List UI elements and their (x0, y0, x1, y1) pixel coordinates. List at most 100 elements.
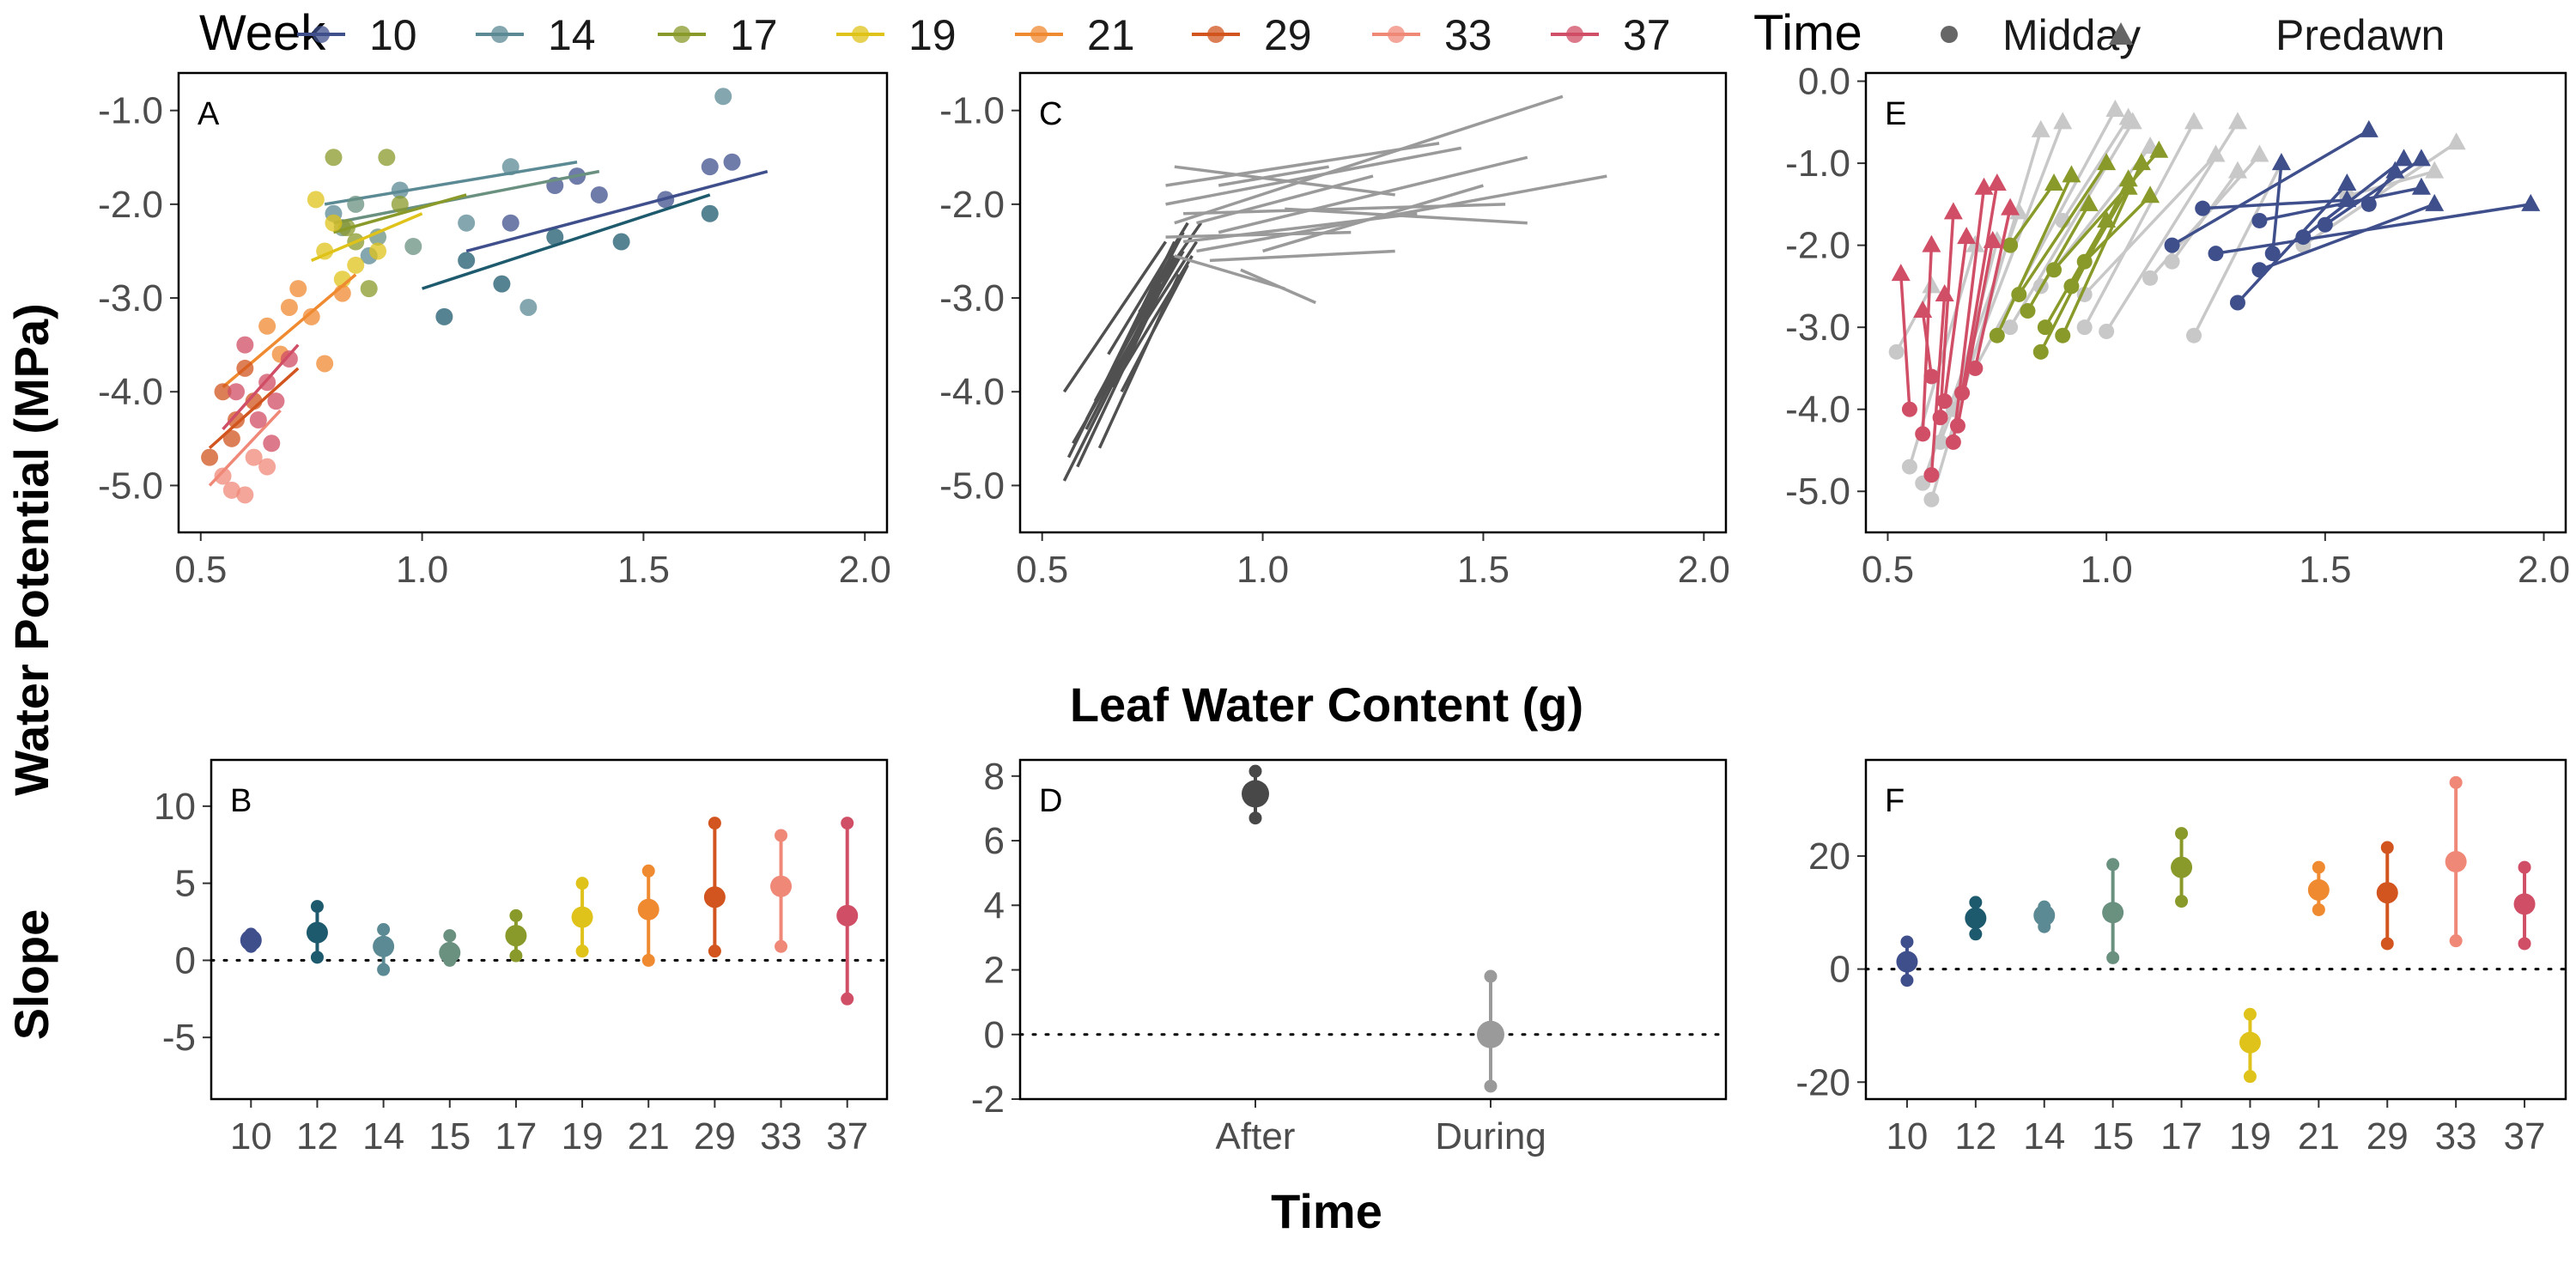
mean-point (1965, 907, 1987, 929)
point-week-19 (316, 242, 334, 260)
point-week-17 (360, 280, 378, 298)
point-week-21 (280, 298, 298, 316)
point-week-29 (201, 448, 219, 466)
x-tick-label: 1.5 (1457, 549, 1510, 591)
segment-after (1174, 254, 1285, 290)
legend: Week 10 14 17 19 21 29 33 37 Time Midday Predaw… (199, 5, 2445, 61)
y-tick-label: 0 (1830, 949, 1850, 991)
y-tick-label: 4 (984, 884, 1005, 927)
segment-week-37 (1929, 294, 1947, 476)
interval-high-point (310, 900, 324, 914)
point-week-12 (612, 233, 630, 251)
point-week-21 (302, 307, 320, 325)
interval-high-point (1969, 896, 1983, 909)
panel-A-frame (177, 71, 889, 534)
interval-low-point (575, 945, 589, 958)
legend-week-label: 19 (908, 11, 957, 59)
midday-point (1923, 491, 1940, 507)
panel-D: After During 8 6 4 2 0 -2 D (971, 756, 1728, 1157)
mean-point (1477, 1020, 1504, 1048)
mean-point (836, 904, 859, 927)
y-tick-label: -3.0 (939, 277, 1005, 319)
point-week-17 (325, 149, 343, 167)
x-tick-label: 12 (296, 1115, 338, 1157)
predawn-point (2227, 161, 2247, 179)
midday-point (2295, 229, 2312, 246)
legend-week-dot (313, 26, 330, 43)
legend-week-dot (673, 26, 690, 43)
interval-low-point (509, 949, 523, 963)
x-tick-label: 17 (495, 1115, 537, 1157)
midday-point (2002, 319, 2019, 336)
panel-letter: E (1885, 96, 1906, 132)
predawn-point (1983, 230, 2002, 248)
midday-point (1923, 467, 1940, 483)
x-tick-label: 2.0 (2518, 549, 2570, 591)
y-tick-label: -2.0 (1785, 225, 1850, 267)
x-tick-label: 21 (628, 1115, 670, 1157)
point-week-12 (546, 228, 564, 246)
point-week-19 (325, 214, 343, 232)
predawn-point (2184, 112, 2204, 130)
point-week-15 (347, 195, 365, 213)
segment-week-other-weeks (2008, 121, 2135, 329)
mean-point (2513, 893, 2536, 915)
legend-week-dot (1207, 26, 1224, 43)
legend-week-label: 10 (369, 11, 417, 59)
mean-point (240, 929, 262, 951)
predawn-point (1935, 283, 1954, 301)
panel-E: 0.5 1.0 1.5 2.0 0.0 -1.0 -2.0 -3.0 -4.0 -5.0 E (1785, 61, 2570, 591)
interval-low-point (641, 953, 655, 967)
point-week-37 (267, 392, 285, 410)
midday-point (2037, 319, 2053, 336)
interval-low-point (1900, 974, 1914, 987)
segment-week-37 (1960, 183, 1999, 393)
segment-week-37 (1938, 212, 1955, 418)
segment-week-10 (2215, 203, 2531, 255)
predawn-point (2337, 190, 2357, 208)
predawn-point (2141, 185, 2160, 204)
predawn-point (1922, 276, 1941, 294)
predawn-point (2001, 197, 2020, 216)
point-week-12 (435, 307, 453, 325)
point-week-29 (222, 429, 240, 447)
y-tick-label: 0.0 (1798, 61, 1850, 103)
y-tick-label: 5 (175, 863, 196, 905)
interval-high-point (2312, 860, 2325, 874)
legend-week-label: 14 (548, 11, 596, 59)
segment-week-17 (2017, 162, 2108, 295)
segment-after (1196, 174, 1374, 225)
interval-low-point (1249, 811, 1262, 825)
segment-after (1165, 230, 1352, 239)
point-week-10 (701, 158, 719, 176)
segment-week-37 (1952, 187, 1986, 443)
x-tick-label: 29 (694, 1115, 736, 1157)
segment-week-10 (2236, 182, 2348, 304)
segment-during (1111, 255, 1194, 388)
fit-line-week-12 (422, 193, 711, 290)
x-axis-title-bottom: Time (1271, 1184, 1382, 1238)
point-week-33 (214, 467, 232, 485)
predawn-point (2411, 149, 2431, 167)
point-week-14 (519, 298, 538, 316)
point-week-29 (228, 410, 246, 428)
midday-point (2251, 212, 2268, 228)
midday-point (1901, 459, 1917, 475)
interval-high-point (377, 923, 391, 936)
predawn-point (2079, 193, 2099, 211)
predawn-point (2359, 119, 2379, 137)
point-week-14 (458, 214, 476, 232)
point-week-21 (258, 317, 276, 335)
x-tick-label: 14 (2023, 1115, 2065, 1157)
fit-line-week-17 (332, 193, 467, 234)
predawn-point (2097, 153, 2117, 171)
segment-during (1097, 274, 1181, 449)
y-tick-label: -1.0 (1785, 143, 1850, 185)
legend-week-label: 29 (1264, 11, 1312, 59)
legend-week-dot (1388, 26, 1405, 43)
y-tick-label: -1.0 (939, 90, 1005, 132)
midday-point (2208, 246, 2224, 262)
predawn-point (1943, 202, 1963, 220)
point-week-14 (501, 158, 519, 176)
y-tick-label: -2 (971, 1078, 1005, 1121)
